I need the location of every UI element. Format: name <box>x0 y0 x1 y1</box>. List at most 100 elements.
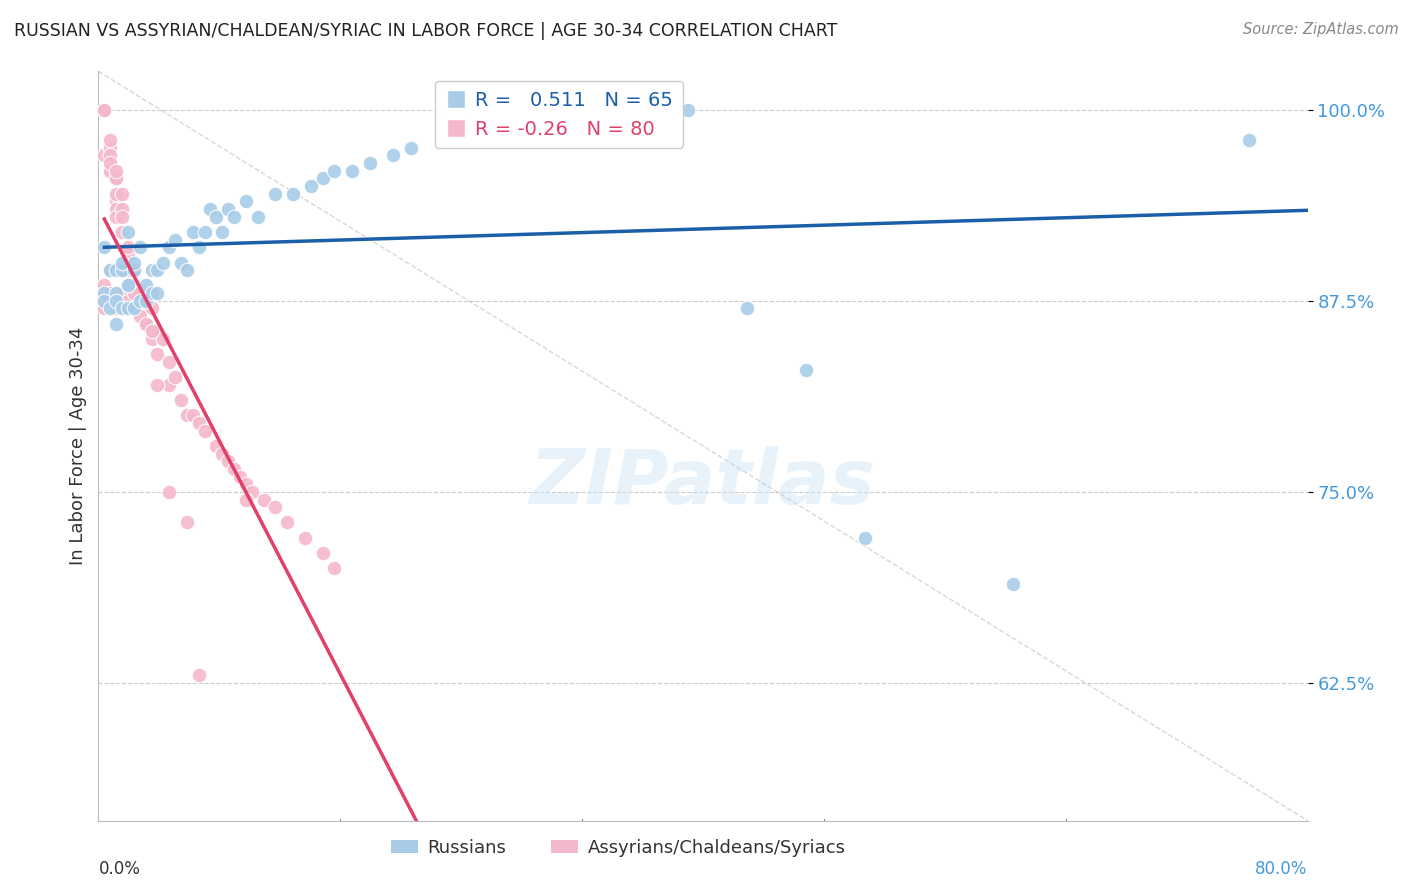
Point <box>294 531 316 545</box>
Point <box>187 240 209 254</box>
Point <box>141 301 163 316</box>
Point <box>146 347 169 361</box>
Point <box>146 263 169 277</box>
Point <box>141 263 163 277</box>
Legend: Russians, Assyrians/Chaldeans/Syriacs: Russians, Assyrians/Chaldeans/Syriacs <box>384 831 852 864</box>
Point <box>117 278 139 293</box>
Point <box>382 148 405 162</box>
Point <box>217 202 239 216</box>
Point <box>235 492 257 507</box>
Point <box>311 171 333 186</box>
Point <box>176 263 198 277</box>
Point <box>93 240 115 254</box>
Point <box>323 163 346 178</box>
Point <box>170 393 193 408</box>
Point <box>205 439 228 453</box>
Point <box>589 103 612 117</box>
Point <box>128 301 150 316</box>
Point <box>98 286 121 301</box>
Point <box>117 278 139 293</box>
Point <box>678 103 700 117</box>
Point <box>165 370 187 384</box>
Point <box>93 301 115 316</box>
Text: RUSSIAN VS ASSYRIAN/CHALDEAN/SYRIAC IN LABOR FORCE | AGE 30-34 CORRELATION CHART: RUSSIAN VS ASSYRIAN/CHALDEAN/SYRIAC IN L… <box>14 22 838 40</box>
Point <box>105 293 128 308</box>
Point <box>1001 576 1024 591</box>
Point <box>128 286 150 301</box>
Point <box>619 103 641 117</box>
Point <box>311 546 333 560</box>
Point <box>128 309 150 323</box>
Point <box>117 278 139 293</box>
Point <box>117 263 139 277</box>
Point <box>170 255 193 269</box>
Point <box>157 240 180 254</box>
Point <box>98 156 121 170</box>
Point <box>157 377 180 392</box>
Point <box>105 186 128 201</box>
Point <box>111 263 134 277</box>
Point <box>98 148 121 162</box>
Point <box>117 255 139 269</box>
Point <box>128 293 150 308</box>
Point <box>429 133 451 147</box>
Point <box>235 194 257 209</box>
Point <box>181 225 204 239</box>
Point <box>141 324 163 338</box>
Point <box>488 103 510 117</box>
Point <box>93 103 115 117</box>
Point <box>135 278 157 293</box>
Point <box>105 194 128 209</box>
Text: Source: ZipAtlas.com: Source: ZipAtlas.com <box>1243 22 1399 37</box>
Point <box>399 141 422 155</box>
Point <box>98 301 121 316</box>
Point <box>176 516 198 530</box>
Point <box>98 293 121 308</box>
Point <box>105 301 128 316</box>
Point <box>853 531 876 545</box>
Point <box>122 263 145 277</box>
Point <box>217 454 239 468</box>
Point <box>794 362 817 376</box>
Point <box>117 248 139 262</box>
Point <box>152 332 174 346</box>
Point <box>128 240 150 254</box>
Point <box>359 156 381 170</box>
Point <box>117 293 139 308</box>
Point <box>122 301 145 316</box>
Point <box>122 255 145 269</box>
Point <box>458 118 481 132</box>
Point <box>105 210 128 224</box>
Point <box>735 301 758 316</box>
Point <box>323 561 346 575</box>
Point <box>111 202 134 216</box>
Point <box>281 186 304 201</box>
Point <box>111 301 134 316</box>
Point <box>157 484 180 499</box>
Point <box>111 186 134 201</box>
Point <box>105 163 128 178</box>
Point <box>128 293 150 308</box>
Point <box>165 233 187 247</box>
Point <box>135 317 157 331</box>
Point <box>98 263 121 277</box>
Point <box>105 171 128 186</box>
Point <box>117 240 139 254</box>
Point <box>141 286 163 301</box>
Y-axis label: In Labor Force | Age 30-34: In Labor Force | Age 30-34 <box>69 326 87 566</box>
Point <box>98 133 121 147</box>
Point <box>105 293 128 308</box>
Point <box>176 409 198 423</box>
Point <box>222 462 245 476</box>
Point <box>105 171 128 186</box>
Point <box>135 317 157 331</box>
Point <box>152 255 174 269</box>
Point <box>117 225 139 239</box>
Point <box>111 225 134 239</box>
Point <box>1237 133 1260 147</box>
Point <box>299 179 322 194</box>
Point <box>122 263 145 277</box>
Point <box>187 416 209 430</box>
Point <box>111 255 134 269</box>
Point <box>93 293 115 308</box>
